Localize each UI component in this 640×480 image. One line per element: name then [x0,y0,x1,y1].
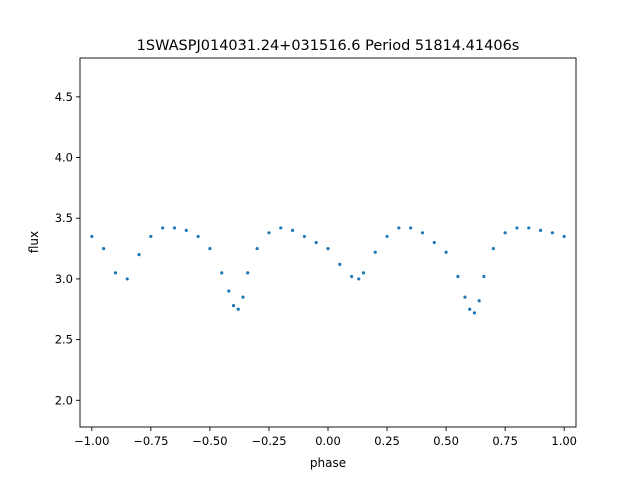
data-point [477,299,481,303]
y-tick-label: 2.5 [55,333,73,347]
data-point [137,253,141,257]
y-tick-label: 2.0 [55,393,73,407]
data-point [267,231,271,235]
data-point [357,277,361,281]
data-point [456,274,460,279]
data-point [361,271,366,275]
data-point [338,262,342,266]
data-point [246,271,250,275]
y-tick-label: 3.0 [55,272,73,286]
y-axis-ticks: 2.0 2.5 3.0 3.5 4.0 4.5 [55,90,80,407]
x-axis-ticks: −1.00 −0.75 −0.50 −0.25 0.00 0.25 0.50 0.75 1.00 [74,427,577,448]
x-tick-label: −0.50 [192,434,227,448]
data-point [208,246,212,251]
data-point [350,274,354,279]
data-point [279,226,283,230]
data-point [125,277,129,281]
data-point [196,234,200,239]
data-point [432,240,436,245]
x-tick-label: 0.50 [433,434,459,448]
data-point [161,226,165,230]
x-tick-label: 0.00 [315,434,341,448]
y-tick-label: 4.5 [55,90,73,104]
data-point [302,234,306,239]
x-tick-label: −1.00 [74,434,109,448]
data-point [463,295,467,299]
data-point [420,231,425,235]
x-axis-label: phase [310,456,346,470]
y-tick-label: 3.5 [55,211,73,225]
data-point [562,234,566,239]
data-point [113,271,118,275]
data-point [149,234,153,239]
data-point [482,274,486,279]
plot-frame [79,57,577,428]
x-tick-label: 0.25 [374,434,400,448]
data-point [385,234,389,239]
x-tick-label: −0.25 [251,434,286,448]
data-point [326,246,330,251]
data-point [236,307,240,311]
data-point [409,226,413,230]
data-point [373,250,377,254]
data-point [220,271,224,275]
data-point [227,289,231,293]
x-tick-label: 1.00 [551,434,577,448]
data-point [538,228,543,232]
data-point [172,226,177,230]
data-point [184,228,188,232]
data-point [515,226,519,230]
data-point [102,246,106,251]
data-points [90,226,566,315]
data-point [472,311,477,315]
data-point [397,226,401,230]
data-point [491,246,495,251]
data-point [550,231,554,235]
y-tick-label: 4.0 [55,151,73,165]
data-point [527,226,531,230]
data-point [444,250,448,254]
x-tick-label: −0.75 [133,434,168,448]
data-point [90,234,94,239]
data-point [255,246,259,251]
data-point [468,307,472,311]
chart-title: 1SWASPJ014031.24+031516.6 Period 51814.4… [137,38,520,54]
data-point [290,228,295,232]
data-point [314,240,318,245]
x-tick-label: 0.75 [492,434,518,448]
data-point [503,231,507,235]
data-point [241,295,245,299]
data-point [231,304,236,308]
y-axis-label: flux [27,231,41,253]
